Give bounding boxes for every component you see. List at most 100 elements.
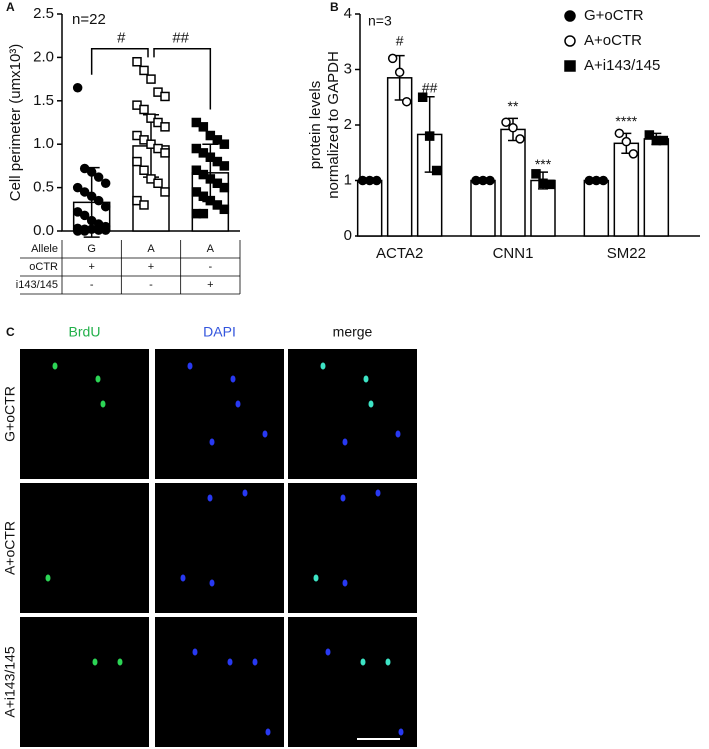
data-point <box>219 182 230 193</box>
data-point <box>621 136 632 147</box>
data-point <box>219 204 230 215</box>
y-tick-label: 1.0 <box>33 135 54 152</box>
y-axis-label: normalized to GAPDH <box>325 51 342 199</box>
y-axis-label: Cell perimeter (umx10³) <box>7 44 24 202</box>
table-cell: A <box>147 243 155 255</box>
data-point <box>160 187 170 197</box>
micrograph <box>288 617 417 747</box>
nucleus <box>180 574 186 582</box>
nucleus <box>187 362 193 370</box>
data-point <box>160 122 170 132</box>
data-point <box>72 182 83 193</box>
data-point <box>614 128 625 139</box>
nucleus <box>92 658 98 666</box>
data-point <box>198 122 209 132</box>
table-cell: - <box>149 279 153 291</box>
data-point <box>371 175 382 186</box>
data-point <box>219 161 230 171</box>
y-tick-label: 1 <box>344 171 352 188</box>
micrograph <box>155 483 284 613</box>
data-point <box>417 92 428 102</box>
legend-label: A+oCTR <box>584 32 642 49</box>
table-cell: A <box>207 243 215 255</box>
column-header: DAPI <box>203 324 236 340</box>
data-point <box>132 56 142 67</box>
legend-label: G+oCTR <box>584 7 644 24</box>
data-point <box>72 83 83 93</box>
x-tick-label: SM22 <box>607 245 646 262</box>
data-point <box>139 104 149 115</box>
legend-marker <box>564 35 576 47</box>
table-cell: + <box>207 279 213 291</box>
column-header: merge <box>333 324 373 340</box>
data-point <box>424 131 435 141</box>
data-point <box>146 74 156 84</box>
micrograph <box>20 349 149 479</box>
nucleus <box>95 375 101 383</box>
nucleus <box>100 400 106 408</box>
nucleus <box>385 658 391 666</box>
table-cell: + <box>148 261 154 273</box>
annotation: n=22 <box>72 11 106 28</box>
nucleus <box>45 574 51 582</box>
row-label: A+oCTR <box>2 521 18 575</box>
data-point <box>93 195 104 206</box>
nucleus <box>342 438 348 446</box>
data-point <box>485 175 495 186</box>
data-point <box>100 178 111 189</box>
y-tick-label: 1.5 <box>33 92 54 109</box>
data-point <box>508 123 518 133</box>
data-point <box>139 65 149 76</box>
legend-marker <box>564 10 576 22</box>
data-point <box>79 226 90 236</box>
bar <box>356 179 383 237</box>
y-tick-label: 4 <box>344 5 352 22</box>
row-label: A+i143/145 <box>2 646 18 717</box>
nucleus <box>209 579 215 587</box>
bar <box>470 179 496 237</box>
data-point <box>515 134 525 144</box>
data-point <box>153 178 163 189</box>
micrograph <box>20 483 149 613</box>
table-cell: G <box>87 243 96 255</box>
micrograph <box>155 617 284 747</box>
data-point <box>93 172 104 182</box>
nucleus <box>230 375 236 383</box>
data-point <box>644 130 655 140</box>
column-header: BrdU <box>69 324 101 340</box>
annotation: ## <box>172 30 189 47</box>
y-tick-label: 0.5 <box>33 179 54 196</box>
axis <box>61 14 240 232</box>
table-cell: - <box>90 279 94 291</box>
bar <box>583 179 610 237</box>
micrograph <box>288 483 417 613</box>
nucleus <box>52 362 58 370</box>
data-point <box>545 179 555 190</box>
annotation: # <box>396 32 404 48</box>
data-point <box>198 208 209 219</box>
nucleus <box>375 489 381 497</box>
data-point <box>160 91 170 102</box>
table-cell: i143/145 <box>16 279 58 291</box>
annotation: n=3 <box>368 13 392 29</box>
y-tick-label: 0 <box>344 227 352 244</box>
nucleus <box>117 658 123 666</box>
data-point <box>394 67 405 78</box>
data-point <box>139 200 149 210</box>
y-tick-label: 2.0 <box>33 48 54 65</box>
annotation: **** <box>615 113 637 129</box>
nucleus <box>313 574 319 582</box>
data-point <box>79 187 90 197</box>
x-tick-label: ACTA2 <box>376 245 423 262</box>
x-tick-label: CNN1 <box>493 245 534 262</box>
bracket <box>90 47 212 110</box>
data-point <box>431 165 442 176</box>
data-point <box>628 149 639 159</box>
data-point <box>160 148 170 158</box>
table-cell: Allele <box>31 243 58 255</box>
annotation: ## <box>422 80 438 96</box>
data-point <box>86 191 97 202</box>
panel-label: C <box>6 325 15 339</box>
nucleus <box>235 400 241 408</box>
